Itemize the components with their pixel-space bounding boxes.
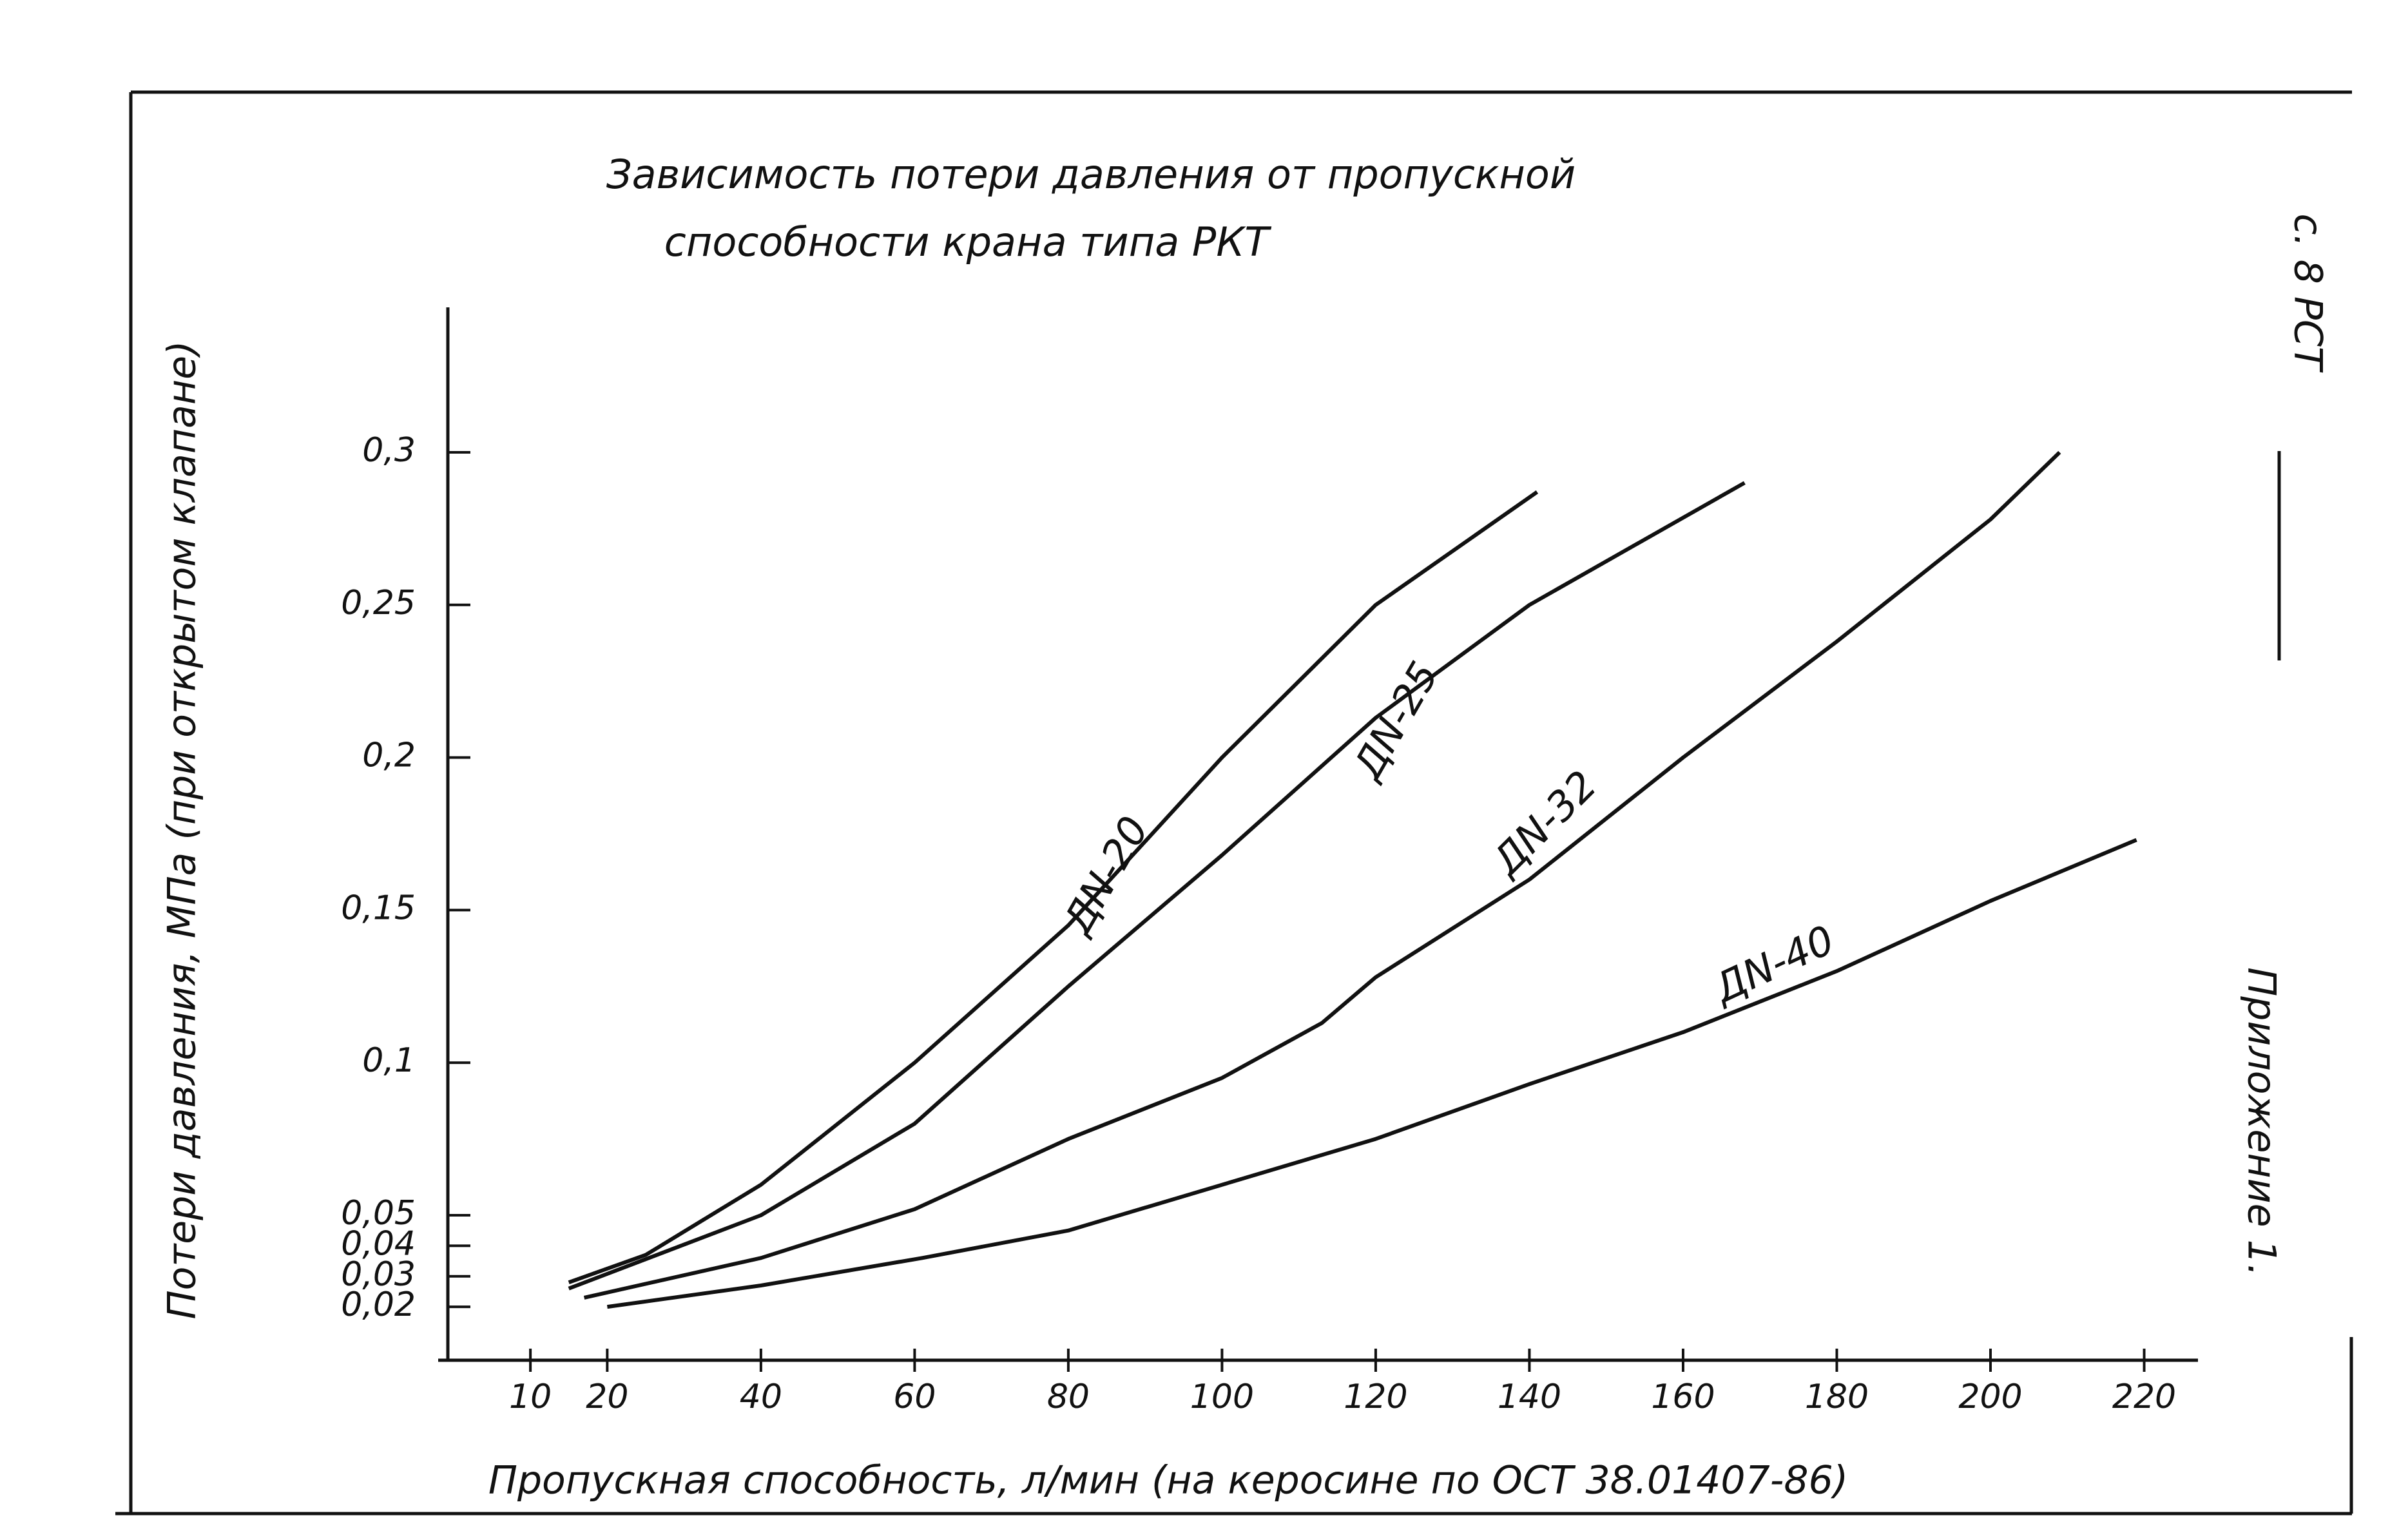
y-tick-label: 0,04	[341, 1224, 416, 1263]
x-tick-label: 60	[893, 1378, 936, 1416]
x-tick-label: 180	[1805, 1378, 1869, 1416]
x-tick-label: 40	[740, 1378, 782, 1416]
y-tick-label: 0,02	[341, 1285, 416, 1324]
x-tick-label: 220	[2112, 1378, 2176, 1416]
x-tick-label: 160	[1651, 1378, 1715, 1416]
y-tick-label: 0,03	[341, 1255, 416, 1294]
series-line	[568, 490, 1539, 1285]
x-tick-label: 80	[1047, 1378, 1090, 1416]
page-stamp: с. 8 РСТ	[2285, 213, 2330, 372]
x-tick-label: 10	[509, 1378, 552, 1416]
appendix-label: Приложение 1.	[2239, 967, 2284, 1276]
x-tick-label: 20	[586, 1378, 628, 1416]
series-label: ДN-25	[1343, 654, 1448, 789]
y-tick-label: 0,2	[362, 736, 416, 775]
x-tick-label: 100	[1190, 1378, 1254, 1416]
y-tick-label: 0,3	[362, 431, 416, 470]
series-line	[583, 450, 2061, 1300]
x-axis-label: Пропускная способность, л/мин (на кероси…	[488, 1458, 1848, 1503]
chart-title: Зависимость потери давления от пропускно…	[606, 151, 1576, 198]
y-tick-label: 0,05	[341, 1194, 416, 1233]
x-tick-label: 140	[1498, 1378, 1561, 1416]
y-tick-label: 0,25	[341, 584, 416, 622]
x-tick-label: 200	[1958, 1378, 2022, 1416]
y-tick-label: 0,1	[362, 1041, 416, 1080]
series-line	[606, 838, 2137, 1309]
series-line	[568, 481, 1746, 1291]
y-axis-label: Потери давления, МПа (при открытом клапа…	[160, 341, 205, 1320]
x-tick-label: 120	[1344, 1378, 1407, 1416]
y-tick-label: 0,15	[341, 889, 416, 927]
chart-title: способности крана типа РКТ	[664, 218, 1272, 265]
